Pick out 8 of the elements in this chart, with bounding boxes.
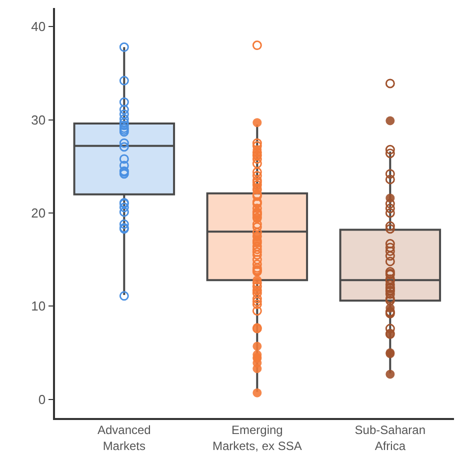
y-tick-label: 10 <box>31 298 46 314</box>
x-tick-label: Emerging Markets, ex SSA <box>212 423 302 453</box>
y-tick-label: 20 <box>31 206 46 221</box>
y-tick-label: 30 <box>31 112 46 128</box>
x-tick-label: Advanced Markets <box>97 423 151 453</box>
x-tick-label: Sub-Saharan Africa <box>354 423 426 453</box>
y-tick-label: 0 <box>38 392 46 407</box>
y-tick-label: 40 <box>31 19 46 34</box>
